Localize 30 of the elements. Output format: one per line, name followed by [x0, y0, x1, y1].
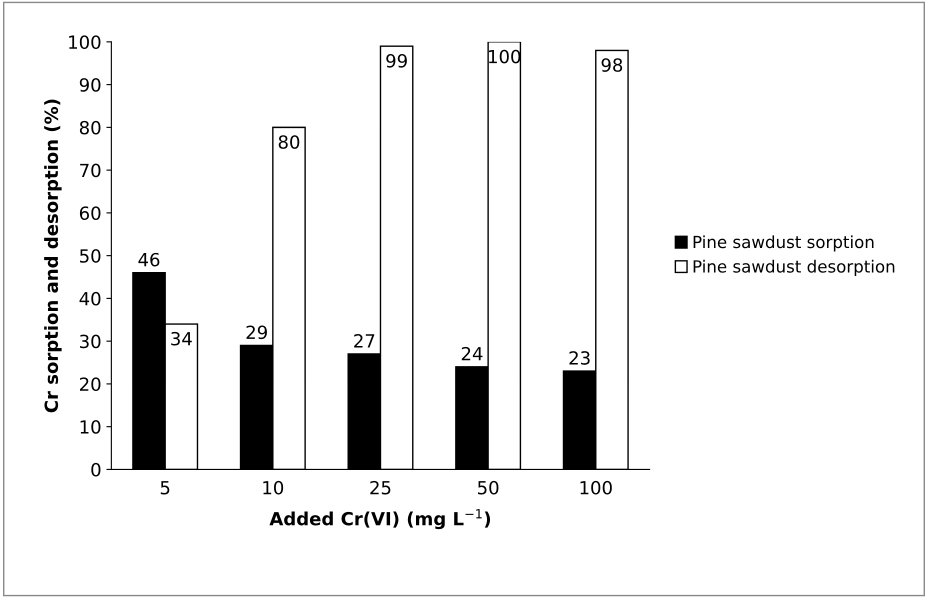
- data-label: 23: [569, 351, 590, 365]
- data-label: 46: [138, 252, 160, 266]
- x-axis-title: Added Cr(VI) (mg L$^{−1}$): [269, 509, 490, 530]
- data-label: 99: [386, 54, 407, 68]
- data-label: 98: [602, 58, 622, 72]
- y-tick-label: 100: [69, 35, 100, 49]
- legend-label: Pine sawdust desorption: [694, 260, 894, 276]
- data-label: 100: [489, 50, 520, 64]
- y-tick-label: 90: [80, 78, 100, 92]
- y-axis-title: Cr sorption and desorption (%): [44, 100, 62, 412]
- y-tick-label: 40: [80, 292, 100, 306]
- y-tick-label: 10: [80, 420, 100, 434]
- x-tick-label: 5: [160, 481, 170, 495]
- data-label: 29: [246, 326, 267, 340]
- y-tick-label: 50: [80, 249, 100, 263]
- data-label: 34: [171, 332, 192, 346]
- data-label: 27: [354, 334, 374, 348]
- data-label: 24: [462, 346, 482, 360]
- y-tick-label: 80: [80, 120, 100, 134]
- y-tick-label: 30: [80, 334, 100, 348]
- x-tick-label: 50: [478, 480, 498, 495]
- y-tick-label: 20: [80, 377, 100, 392]
- x-tick-label: 25: [370, 480, 390, 495]
- legend-label: Pine sawdust sorption: [694, 235, 874, 252]
- y-tick-label: 70: [80, 164, 100, 178]
- x-tick-label: 100: [580, 480, 612, 495]
- y-tick-label: 60: [80, 206, 100, 220]
- x-tick-label: 10: [263, 480, 284, 495]
- data-label: 80: [278, 135, 300, 149]
- y-tick-label: 0: [91, 462, 100, 477]
